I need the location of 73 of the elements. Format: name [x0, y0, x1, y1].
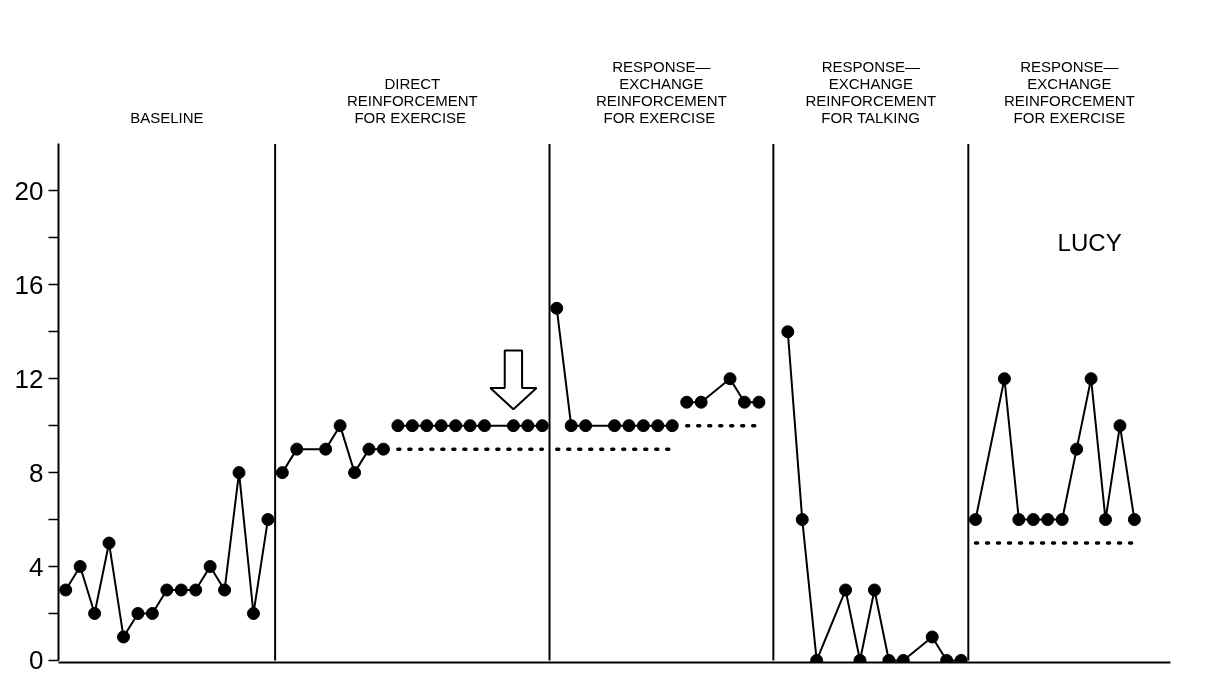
- point: [275, 466, 289, 480]
- point: [88, 606, 102, 620]
- point: [997, 372, 1011, 386]
- point: [420, 419, 434, 433]
- point: [867, 583, 881, 597]
- point: [405, 419, 419, 433]
- point: [102, 536, 116, 550]
- point: [1055, 513, 1069, 527]
- point: [608, 419, 621, 433]
- point: [1113, 419, 1127, 433]
- point: [348, 466, 362, 480]
- point: [737, 395, 751, 409]
- point: [1041, 513, 1055, 527]
- text: BASELINE: [130, 108, 204, 126]
- point: [535, 419, 549, 433]
- point: [434, 419, 448, 433]
- point: [463, 419, 477, 433]
- point: [174, 583, 188, 597]
- point: [839, 583, 853, 597]
- point: [376, 442, 390, 456]
- point: [131, 606, 145, 620]
- annotation: LUCY: [1057, 228, 1122, 256]
- point: [564, 419, 578, 433]
- point: [795, 513, 809, 527]
- point: [391, 419, 405, 433]
- point: [1099, 513, 1113, 527]
- point: [478, 419, 492, 433]
- point: [694, 395, 708, 409]
- point: [969, 513, 983, 527]
- point: [218, 583, 232, 597]
- point: [261, 513, 275, 527]
- point: [145, 606, 159, 620]
- point: [290, 442, 304, 456]
- point: [723, 372, 737, 386]
- y-tick-label: 16: [14, 269, 44, 300]
- y-tick-label: 4: [29, 551, 44, 582]
- point: [59, 583, 73, 597]
- point: [781, 325, 795, 339]
- point: [1012, 513, 1026, 527]
- point: [333, 419, 347, 433]
- point: [521, 419, 535, 433]
- point: [319, 442, 333, 456]
- point: [665, 419, 679, 433]
- point: [506, 419, 520, 433]
- point: [636, 419, 650, 433]
- point: [680, 395, 694, 409]
- point: [1084, 372, 1098, 386]
- point: [362, 442, 376, 456]
- point: [1127, 513, 1141, 527]
- point: [160, 583, 174, 597]
- point: [752, 395, 766, 409]
- point: [189, 583, 203, 597]
- point: [246, 606, 260, 620]
- point: [73, 560, 87, 574]
- point: [651, 419, 665, 433]
- y-tick-label: 8: [29, 457, 44, 488]
- point: [449, 419, 463, 433]
- point: [579, 419, 593, 433]
- point: [622, 419, 636, 433]
- point: [116, 630, 130, 644]
- point: [232, 466, 246, 480]
- point: [1070, 442, 1084, 456]
- point: [550, 301, 564, 315]
- point: [203, 560, 217, 574]
- y-tick-label: 20: [14, 175, 44, 206]
- text: RESPONSE— EXCHANGE REINFORCEMENT FOR EXERCISE: [1003, 57, 1135, 126]
- point: [1026, 513, 1040, 527]
- text: RESPONSE— EXCHANGE REINFORCEMENT FOR EXERCISE: [596, 57, 727, 126]
- y-tick-label: 12: [14, 363, 44, 394]
- point: [925, 630, 939, 644]
- text: RESPONSE— EXCHANGE REINFORCEMENT FOR TALKING: [805, 57, 937, 126]
- text: DIRECT REINFORCEMENT FOR EXERCISE: [346, 74, 478, 126]
- y-tick-label: 0: [29, 645, 44, 676]
